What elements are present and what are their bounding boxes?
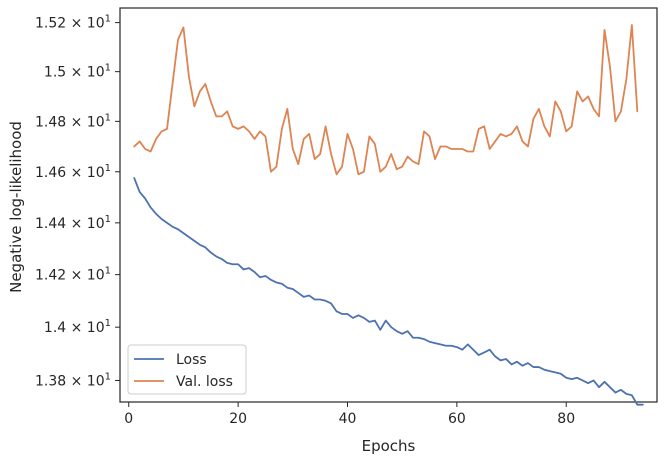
plot-area [119, 7, 658, 403]
y-tick-label: 1.38 × 101 [35, 371, 111, 389]
x-tick-label: 0 [124, 411, 133, 427]
y-axis-ticks: 1.38 × 101 1.4 × 101 1.42 × 101 1.44 × 101 1… [35, 14, 120, 389]
y-tick-label: 1.42 × 101 [35, 266, 111, 284]
x-tick-label: 80 [557, 411, 575, 427]
x-tick-label: 20 [229, 411, 247, 427]
y-tick-label: 1.46 × 101 [35, 163, 111, 181]
series-line-loss [133, 177, 644, 406]
x-tick-label: 60 [448, 411, 466, 427]
y-tick-label: 1.5 × 101 [44, 63, 111, 81]
y-axis-label: Negative log-likelihood [7, 121, 25, 293]
series-layer [133, 24, 644, 406]
y-tick-label: 1.52 × 101 [35, 14, 111, 32]
x-axis-ticks: 0 20 40 60 80 [124, 402, 575, 427]
x-axis-label: Epochs [362, 437, 416, 455]
legend: Loss Val. loss [127, 344, 247, 395]
y-tick-label: 1.48 × 101 [35, 112, 111, 130]
legend-label-loss: Loss [176, 352, 207, 368]
y-tick-label: 1.4 × 101 [44, 318, 111, 336]
y-tick-label: 1.44 × 101 [35, 214, 111, 232]
x-tick-label: 40 [339, 411, 357, 427]
series-line-val-loss [133, 24, 639, 176]
legend-label-val-loss: Val. loss [176, 374, 233, 390]
